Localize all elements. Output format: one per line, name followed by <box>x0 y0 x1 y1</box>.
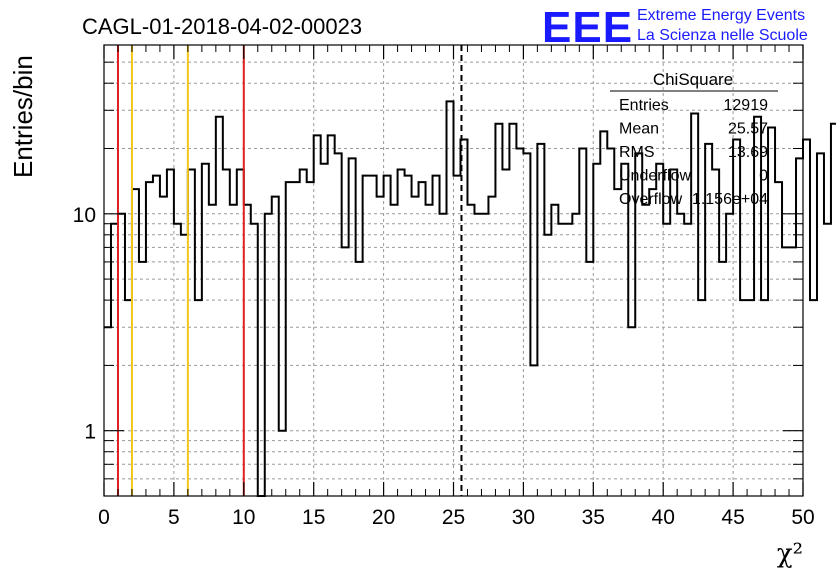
stats-box: ChiSquare Entries 12919 Mean 25.57 RMS 13.69 U… <box>610 70 778 208</box>
x-tick-label: 5 <box>168 506 180 529</box>
chart-title: CAGL-01-2018-04-02-00023 <box>82 14 362 39</box>
x-tick-label: 25 <box>442 506 465 529</box>
stats-label: Underflow <box>619 168 691 185</box>
x-tick-label: 35 <box>582 506 605 529</box>
stats-value: 0 <box>759 168 768 185</box>
eee-logo: EEE <box>542 3 633 52</box>
x-tick-label: 0 <box>98 506 110 529</box>
x-tick-label: 20 <box>372 506 395 529</box>
eee-tagline-2: La Scienza nelle Scuole <box>637 27 808 44</box>
y-tick-label: 1 <box>84 421 96 444</box>
x-tick-label: 45 <box>721 506 744 529</box>
y-axis-title: Entries/bin <box>8 55 38 178</box>
stats-value: 13.69 <box>728 144 768 161</box>
stats-value: 12919 <box>724 97 769 114</box>
stats-value: 1.156e+04 <box>692 191 768 208</box>
eee-tagline-1: Extreme Energy Events <box>637 7 805 24</box>
x-tick-label: 15 <box>302 506 325 529</box>
reference-lines <box>116 45 463 496</box>
x-tick-label: 10 <box>232 506 255 529</box>
stats-label: Mean <box>619 121 659 138</box>
stats-title: ChiSquare <box>653 70 733 89</box>
x-tick-label: 50 <box>791 506 814 529</box>
histogram <box>104 100 836 497</box>
stats-label: Overflow <box>619 191 683 208</box>
x-tick-label: 30 <box>512 506 535 529</box>
y-tick-label: 10 <box>73 204 96 227</box>
stats-value: 25.57 <box>728 121 768 138</box>
stats-label: Entries <box>619 97 669 114</box>
histogram-outline <box>104 100 836 497</box>
stats-label: RMS <box>619 144 655 161</box>
axis-ticks: 0 5 10 15 20 25 30 35 40 45 50 1 10 <box>73 44 815 529</box>
x-axis-title: χ² <box>777 539 803 569</box>
x-tick-label: 40 <box>652 506 675 529</box>
